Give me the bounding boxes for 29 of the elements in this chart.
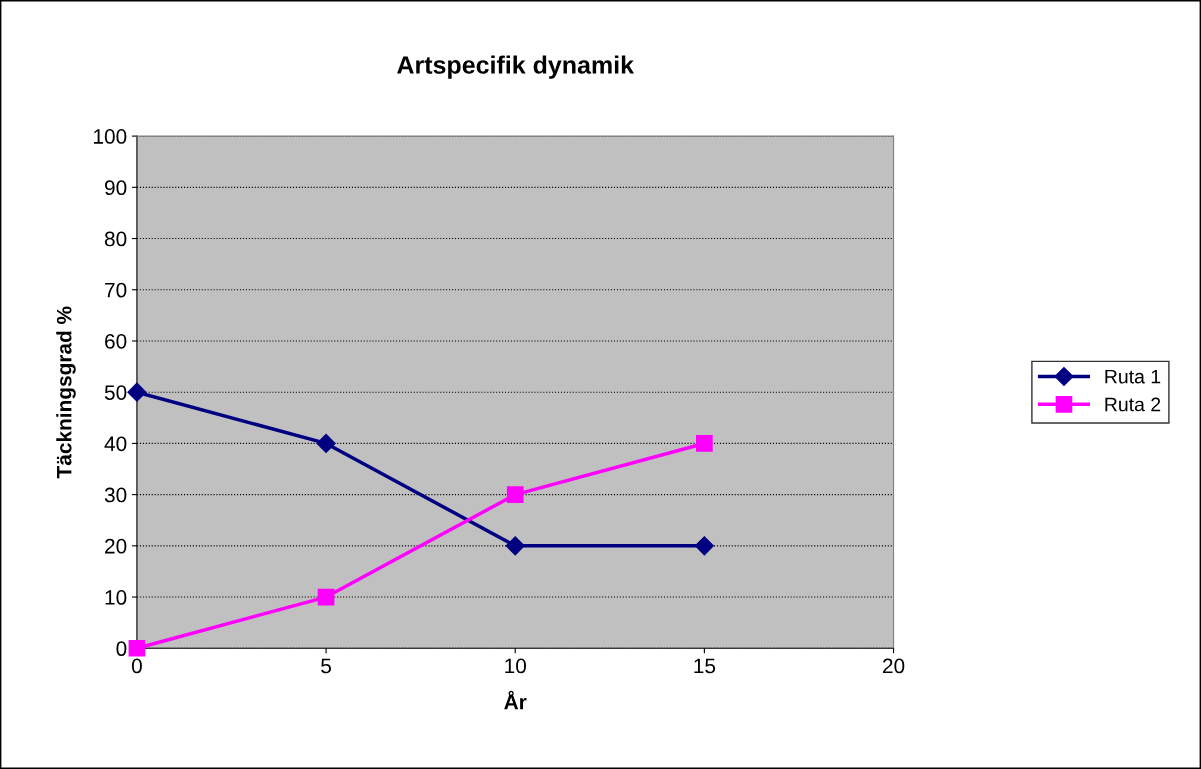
y-axis-title: Täckningsgrad % <box>56 306 76 479</box>
y-tick-label: 70 <box>105 282 127 298</box>
y-tick-label: 30 <box>104 487 127 503</box>
point <box>317 588 335 606</box>
chart-title: Artspecifik dynamik <box>397 55 635 79</box>
y-tick-label: 100 <box>94 129 127 144</box>
legend-label: Ruta 2 <box>1105 397 1161 412</box>
y-tick-label: 20 <box>105 538 127 554</box>
point <box>694 536 714 556</box>
point <box>506 486 524 503</box>
legend-label: Ruta 1 <box>1105 369 1161 384</box>
x-tick-label: 20 <box>883 658 905 674</box>
y-tick-label: 50 <box>104 385 127 400</box>
y-tick-label: 10 <box>105 590 127 605</box>
point <box>505 536 525 556</box>
x-tick-label: 5 <box>321 658 331 674</box>
x-tick-label: 10 <box>505 658 526 674</box>
y-tick-label: 90 <box>105 180 127 196</box>
y-tick-label: 80 <box>104 231 127 247</box>
x-tick-label: 15 <box>694 658 716 674</box>
x-axis-title: År <box>504 690 527 710</box>
point <box>127 382 147 402</box>
point <box>316 433 336 453</box>
y-tick-label: 0 <box>116 641 127 657</box>
point <box>128 639 146 657</box>
y-tick-label: 60 <box>105 333 127 349</box>
point <box>696 435 713 452</box>
y-tick-label: 40 <box>104 436 127 452</box>
x-tick-label: 0 <box>131 658 142 674</box>
